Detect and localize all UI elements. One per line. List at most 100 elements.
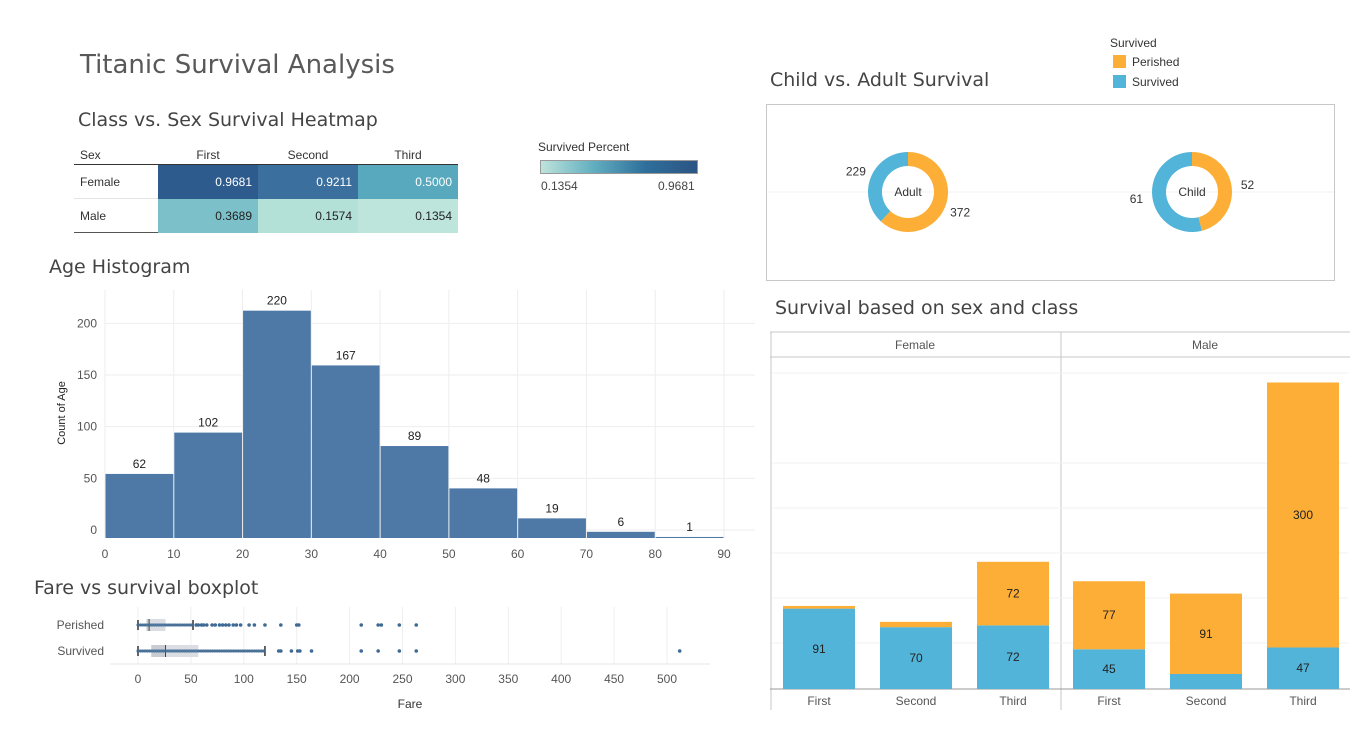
boxplot-point — [203, 649, 208, 653]
heatmap-title: Class vs. Sex Survival Heatmap — [78, 109, 378, 131]
heatmap-gradient-bar — [540, 160, 698, 174]
boxplot-outlier — [376, 623, 380, 627]
boxplot-point — [138, 623, 142, 627]
boxplot-point — [171, 649, 175, 653]
boxplot-point — [255, 649, 259, 653]
histogram-x-tick: 10 — [167, 547, 181, 561]
boxplot-point — [178, 623, 182, 627]
boxplot-point — [236, 649, 240, 653]
boxplot-outlier — [247, 623, 251, 627]
boxplot-category-label: Survived — [57, 644, 104, 658]
histogram-x-tick: 50 — [442, 547, 456, 561]
boxplot-point — [164, 649, 168, 653]
bar-category-label: First — [1097, 694, 1121, 708]
histogram-bar — [243, 310, 311, 538]
heatmap-cell[interactable]: 0.1574 — [258, 198, 358, 233]
boxplot-point — [138, 649, 142, 653]
survived-legend-title: Survived — [1110, 36, 1157, 50]
boxplot-point — [166, 649, 170, 653]
boxplot-outlier — [359, 623, 364, 627]
boxplot-point — [175, 649, 180, 653]
boxplot-point — [164, 623, 168, 627]
child-adult-pie-chart: 372 229 Adult 52 61 Child — [767, 152, 1334, 233]
pie-slice — [1192, 152, 1232, 231]
panel-header: Female — [895, 338, 935, 352]
boxplot-point — [257, 649, 261, 653]
boxplot-category-label: Perished — [57, 618, 104, 632]
perished-swatch[interactable] — [1113, 55, 1126, 68]
heatmap-col-third: Third — [358, 146, 458, 165]
histogram-y-tick: 200 — [77, 316, 97, 330]
boxplot-outlier — [217, 623, 222, 627]
bar-category-label: Second — [896, 694, 937, 708]
boxplot-point — [224, 649, 229, 653]
boxplot-point — [141, 623, 145, 627]
bar-data-label: 47 — [1296, 661, 1310, 675]
boxplot-point — [248, 649, 252, 653]
boxplot-x-tick: 400 — [551, 672, 571, 686]
heatmap-legend-min: 0.1354 — [541, 179, 578, 193]
boxplot-point — [250, 649, 254, 653]
boxplot-point — [145, 623, 149, 627]
boxplot-point — [234, 649, 238, 653]
boxplot-point — [159, 623, 163, 627]
fare-boxplot-title: Fare vs survival boxplot — [34, 577, 259, 599]
boxplot-point — [157, 649, 161, 653]
heatmap-cell[interactable]: 0.5000 — [358, 164, 458, 199]
histogram-y-tick: 0 — [90, 523, 97, 537]
bar-category-label: Second — [1186, 694, 1227, 708]
histogram-x-tick: 60 — [511, 547, 525, 561]
boxplot-point — [243, 649, 247, 653]
boxplot-point — [141, 649, 145, 653]
histogram-x-tick: 90 — [717, 547, 731, 561]
boxplot-point — [208, 649, 212, 653]
stacked-bar-survived — [977, 625, 1049, 689]
boxplot-point — [231, 649, 236, 653]
bar-data-label: 72 — [1006, 587, 1020, 601]
boxplot-point — [136, 649, 140, 653]
heatmap-cell[interactable]: 0.9211 — [258, 164, 358, 199]
histogram-data-label: 6 — [617, 515, 624, 529]
bar-data-label: 91 — [1199, 627, 1213, 641]
histogram-data-label: 62 — [133, 457, 147, 471]
boxplot-point — [155, 623, 159, 627]
pie-center-label: Adult — [894, 185, 922, 199]
boxplot-outlier — [204, 623, 209, 627]
survived-legend-label[interactable]: Survived — [1132, 75, 1179, 89]
histogram-x-tick: 40 — [373, 547, 387, 561]
boxplot-point — [189, 623, 194, 627]
heatmap-cell[interactable]: 0.1354 — [358, 198, 458, 233]
boxplot-outlier — [210, 623, 214, 627]
boxplot-outlier — [234, 623, 239, 627]
histogram-x-tick: 30 — [305, 547, 319, 561]
boxplot-outlier — [397, 649, 402, 653]
heatmap-cell[interactable]: 0.9681 — [158, 164, 258, 199]
stacked-bar-perished — [1073, 581, 1145, 650]
boxplot-outlier — [231, 623, 236, 627]
pie-data-label: 52 — [1241, 178, 1255, 192]
heatmap-row-female: Female 0.9681 0.9211 0.5000 — [74, 164, 458, 199]
boxplot-outlier — [263, 623, 267, 627]
boxplot-point — [182, 623, 187, 627]
stacked-bar-survived — [880, 627, 952, 689]
boxplot-point — [173, 623, 177, 627]
boxplot-outlier — [213, 623, 218, 627]
boxplot-point — [196, 649, 201, 653]
bar-data-label: 45 — [1102, 662, 1116, 676]
survived-swatch[interactable] — [1113, 75, 1126, 88]
boxplot-outlier — [238, 623, 243, 627]
heatmap-row-header: Sex — [74, 146, 158, 165]
stacked-bar-survived — [783, 608, 855, 689]
bar-category-label: Third — [1289, 694, 1316, 708]
boxplot-point — [187, 623, 191, 627]
pie-data-label: 372 — [950, 205, 970, 219]
heatmap-cell[interactable]: 0.3689 — [158, 198, 258, 233]
perished-legend-label[interactable]: Perished — [1132, 55, 1180, 69]
boxplot-point — [252, 649, 256, 653]
boxplot-outlier — [279, 623, 283, 627]
boxplot-x-tick: 500 — [657, 672, 677, 686]
boxplot-point — [199, 649, 203, 653]
boxplot-x-axis-label: Fare — [398, 697, 423, 711]
boxplot-point — [189, 649, 194, 653]
pie-center-label: Child — [1178, 185, 1205, 199]
